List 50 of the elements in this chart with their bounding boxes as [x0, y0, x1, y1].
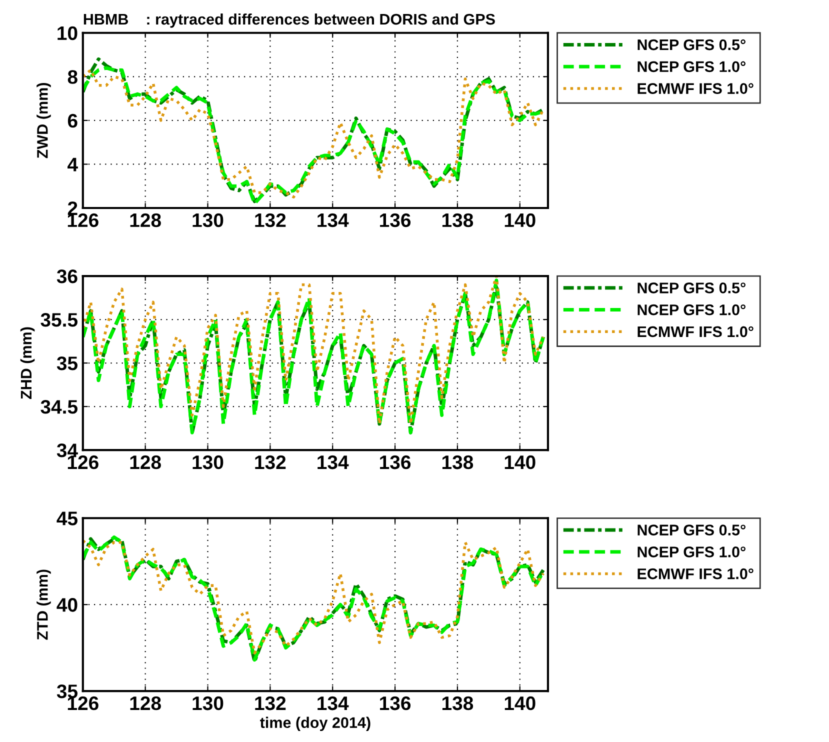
x-tick-label: 128 — [130, 696, 161, 710]
x-tick-label: 134 — [318, 455, 349, 470]
legend-label: NCEP GFS 0.5° — [638, 282, 746, 294]
x-tick-label: 140 — [504, 213, 536, 228]
x-tick-label: 138 — [442, 455, 474, 470]
y-tick-label: 35 — [56, 684, 78, 698]
y-axis-title: ZWD (mm) — [36, 83, 51, 158]
x-tick-label: 132 — [255, 455, 286, 470]
y-tick-label: 40 — [56, 598, 78, 612]
x-tick-label: 134 — [318, 213, 349, 228]
legend-label: NCEP GFS 0.5° — [638, 524, 746, 536]
legend-label: NCEP GFS 1.0° — [638, 61, 746, 72]
x-tick-label: 136 — [380, 696, 411, 710]
x-tick-label: 128 — [130, 455, 161, 470]
y-tick-label: 6 — [68, 114, 78, 128]
y-tick-label: 45 — [56, 512, 78, 526]
x-tick-label: 136 — [380, 455, 411, 470]
y-tick-label: 8 — [68, 70, 78, 84]
x-tick-label: 138 — [442, 696, 474, 710]
x-tick-label: 140 — [504, 696, 536, 710]
y-tick-label: 35.5 — [40, 312, 78, 327]
legend-label: NCEP GFS 0.5° — [638, 39, 746, 50]
x-tick-label: 130 — [192, 696, 224, 710]
x-tick-label: 126 — [68, 455, 98, 470]
x-tick-label: 130 — [192, 455, 224, 470]
legend-label: ECMWF IFS 1.0° — [638, 83, 754, 94]
x-axis-title: time (doy 2014) — [260, 716, 370, 732]
y-tick-label: 34 — [56, 443, 78, 458]
x-tick-label: 128 — [130, 213, 161, 228]
y-tick-label: 34.5 — [40, 400, 78, 414]
x-tick-label: 138 — [442, 213, 474, 228]
x-tick-label: 136 — [380, 213, 411, 228]
x-tick-label: 126 — [68, 213, 98, 228]
x-tick-label: 132 — [255, 213, 286, 228]
legend-label: ECMWF IFS 1.0° — [638, 326, 754, 338]
legend-label: NCEP GFS 1.0° — [638, 304, 746, 316]
x-tick-label: 130 — [192, 213, 224, 228]
x-tick-label: 134 — [318, 696, 349, 710]
y-tick-label: 36 — [56, 269, 78, 284]
y-tick-label: 4 — [68, 158, 78, 172]
y-tick-label: 10 — [58, 26, 78, 40]
chart-title: HBMB : raytraced differences between DORIS and GPS — [84, 13, 495, 28]
x-tick-label: 140 — [504, 455, 536, 470]
y-axis-title: ZHD (mm) — [20, 327, 35, 400]
legend-label: ECMWF IFS 1.0° — [638, 568, 754, 580]
x-tick-label: 126 — [68, 696, 98, 710]
legend-label: NCEP GFS 1.0° — [638, 546, 746, 558]
y-tick-label: 35 — [56, 356, 78, 370]
x-tick-label: 132 — [255, 696, 286, 710]
y-axis-title: ZTD (mm) — [36, 570, 51, 640]
